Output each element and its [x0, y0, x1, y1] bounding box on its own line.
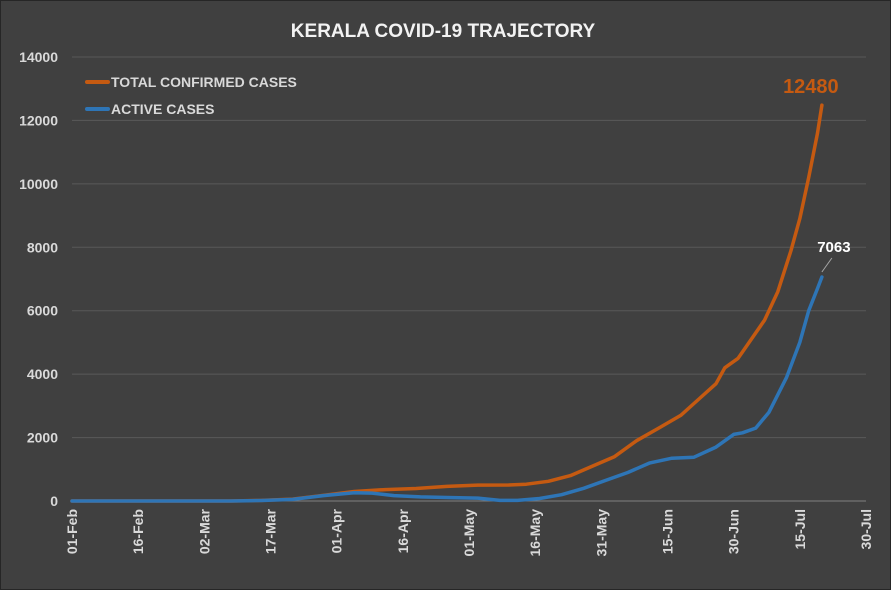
x-tick-label: 01-May: [461, 509, 477, 557]
gridlines: [72, 56, 866, 502]
legend-label: TOTAL CONFIRMED CASES: [111, 74, 297, 90]
x-tick-label: 01-Apr: [329, 508, 345, 553]
chart-title: KERALA COVID-19 TRAJECTORY: [291, 21, 596, 42]
x-tick-label: 16-Apr: [395, 508, 411, 553]
active-cases-data-label: 7063: [817, 239, 850, 256]
y-tick-label: 4000: [27, 366, 58, 382]
y-tick-label: 10000: [19, 176, 58, 192]
x-axis: 01-Feb 16-Feb 02-Mar 17-Mar 01-Apr 16-Apr 01-M…: [64, 508, 874, 556]
y-tick-label: 14000: [19, 49, 58, 65]
legend: TOTAL CONFIRMED CASES ACTIVE CASES: [85, 74, 297, 117]
legend-label: ACTIVE CASES: [111, 101, 214, 117]
series-line-active: [70, 275, 824, 503]
x-tick-label: 30-Jun: [726, 509, 742, 554]
plot-lines: [70, 103, 824, 503]
x-tick-label: 16-May: [527, 509, 543, 557]
x-tick-label: 01-Feb: [64, 509, 80, 554]
y-axis: 0 2000 4000 6000 8000 10000 12000 14000: [19, 49, 58, 509]
x-tick-label: 02-Mar: [196, 508, 212, 554]
x-tick-label: 16-Feb: [130, 509, 146, 554]
x-tick-label: 30-Jul: [858, 509, 874, 549]
y-tick-label: 8000: [27, 239, 58, 255]
y-tick-label: 6000: [27, 303, 58, 319]
x-tick-label: 15-Jun: [660, 509, 676, 554]
active-label-leader: [821, 257, 833, 273]
x-tick-label: 15-Jul: [792, 509, 808, 549]
y-tick-label: 12000: [19, 112, 58, 128]
total-cases-data-label: 12480: [783, 76, 839, 98]
y-tick-label: 0: [50, 493, 58, 509]
series-line-total-confirmed: [70, 103, 824, 503]
annotations: 12480 7063: [783, 76, 851, 273]
x-tick-label: 31-May: [593, 509, 609, 557]
x-tick-label: 17-Mar: [263, 508, 279, 554]
y-tick-label: 2000: [27, 430, 58, 446]
